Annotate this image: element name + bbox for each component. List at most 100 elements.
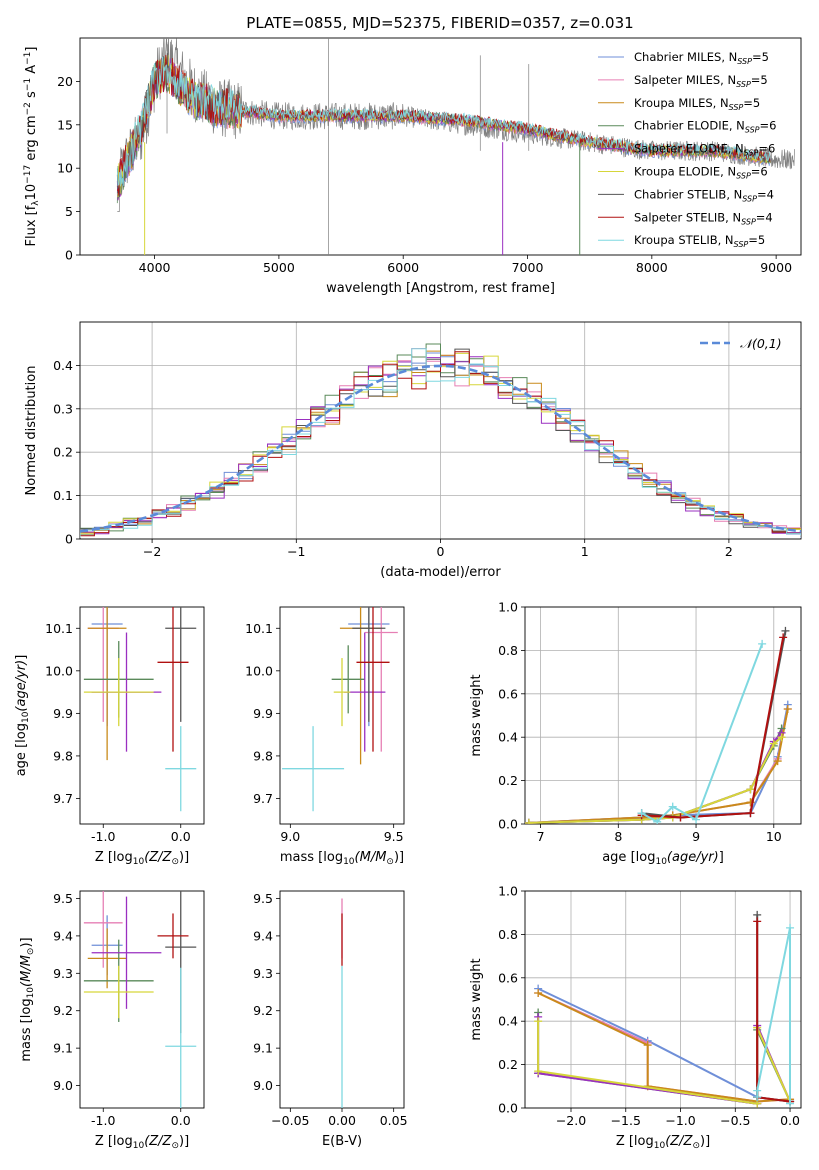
xlabel-part: mass [log xyxy=(280,850,343,865)
y-tick-label: 9.0 xyxy=(253,1078,273,1093)
x-tick-label: 4000 xyxy=(139,260,171,275)
legend-label-8: Kroupa STELIB, NSSP=5 xyxy=(634,233,765,249)
weight_vs_Z-marker xyxy=(786,923,795,932)
y-tick-label: 0 xyxy=(65,532,73,547)
y-tick-label: 9.3 xyxy=(253,966,273,981)
x-tick-label: −1 xyxy=(287,544,305,559)
x-tick-label: −0.05 xyxy=(271,1113,309,1128)
weight_vs_Z-axes: −2.0 −1.5 −1.0 −0.5 0.0 0.0 0.2 0.4 0.6 0.8 1.0 xyxy=(498,884,802,1128)
y-tick-label: 9.2 xyxy=(53,1003,73,1018)
weight_vs_age-marker xyxy=(653,817,662,824)
mass_vs_Z-points xyxy=(83,891,197,1108)
xlabel-part: )] xyxy=(394,850,404,865)
ylabel-part: 10 xyxy=(21,711,31,723)
ylabel-part: −17 xyxy=(23,165,33,184)
mass_vs_Z-axes: -1.0 0.0 9.0 9.1 9.2 9.3 9.4 9.5 xyxy=(53,890,205,1128)
y-tick-label: 9.3 xyxy=(53,966,73,981)
legend-sub: SSP xyxy=(736,172,751,181)
x-tick-label: 1 xyxy=(581,544,589,559)
weight_vs_Z-marker xyxy=(534,988,543,997)
age_vs_mass-points xyxy=(282,607,398,812)
x-tick-label: 0.00 xyxy=(328,1113,356,1128)
legend-label-1: Salpeter MILES, NSSP=5 xyxy=(634,73,768,89)
weight_vs_age-marker xyxy=(773,757,782,766)
weight_vs_age-marker xyxy=(783,704,792,713)
x-tick-label: 9000 xyxy=(760,260,792,275)
legend-sub: SSP xyxy=(742,194,757,203)
xlabel-part: )] xyxy=(179,1134,189,1149)
legend-text: Salpeter MILES, N xyxy=(634,73,736,87)
spectrum-ylabel: Flux [fλ10−17 erg cm−2 s−1 A−1] xyxy=(23,47,41,247)
weight_vs_age-marker xyxy=(637,809,646,818)
ylabel-part: s xyxy=(24,91,39,102)
y-tick-label: 0.2 xyxy=(53,445,73,460)
weight_vs_age-ylabel: mass weight xyxy=(469,674,484,756)
weight_vs_age-marker xyxy=(525,818,533,824)
age_vs_Z-xlabel: Z [log10(Z/Z⊙)] xyxy=(95,850,189,867)
y-tick-label: 9.4 xyxy=(253,928,273,943)
xlabel-part: 10 xyxy=(343,857,355,867)
legend-suffix: =6 xyxy=(751,165,768,179)
xlabel-part: 10 xyxy=(133,1141,145,1151)
y-tick-label: 20 xyxy=(57,74,73,89)
y-tick-label: 9.4 xyxy=(53,928,73,943)
y-tick-label: 0.0 xyxy=(498,1101,518,1116)
x-tick-label: 7000 xyxy=(512,260,544,275)
ylabel-part: 10 xyxy=(26,987,36,999)
weight_vs_age-axes: 7 8 9 10 0.0 0.2 0.4 0.6 0.8 1.0 xyxy=(498,600,802,844)
x-tick-label: 8000 xyxy=(636,260,668,275)
y-tick-label: 10.0 xyxy=(45,663,73,678)
xlabel-part: (Z/Z xyxy=(144,1134,172,1149)
ylabel-part: −2 xyxy=(23,102,33,115)
ylabel-part: ⊙ xyxy=(26,948,36,956)
weight_vs_Z-ylabel: mass weight xyxy=(469,958,484,1040)
ylabel-part: A xyxy=(24,65,39,78)
weight_vs_age-series-2 xyxy=(528,708,789,824)
weight_vs_age-marker xyxy=(777,733,786,742)
x-tick-label: 0.0 xyxy=(171,1113,191,1128)
y-tick-label: 0 xyxy=(65,248,73,263)
residuals-xlabel: (data-model)/error xyxy=(380,565,501,580)
y-tick-label: 10.1 xyxy=(245,621,273,636)
y-tick-label: 10 xyxy=(57,161,73,176)
ylabel-part: ] xyxy=(24,47,39,52)
x-tick-label: −0.5 xyxy=(720,1113,750,1128)
xlabel-part: ⊙ xyxy=(171,1141,179,1151)
spectrum-xlabel: wavelength [Angstrom, rest frame] xyxy=(326,281,555,296)
y-tick-label: 9.5 xyxy=(253,891,273,906)
legend-label-7: Salpeter STELIB, NSSP=4 xyxy=(634,210,773,226)
y-tick-label: 9.8 xyxy=(53,748,73,763)
weight_vs_Z-marker xyxy=(643,1041,652,1050)
xlabel-part: E(B-V) xyxy=(322,1134,362,1149)
legend-sub: SSP xyxy=(737,57,752,66)
hist-series-7 xyxy=(80,351,801,537)
age_vs_Z-points xyxy=(83,607,197,812)
legend-suffix: =6 xyxy=(760,119,777,133)
residuals-axes: −2 −1 0 1 2 0 0.1 0.2 0.3 0.4 xyxy=(53,321,802,559)
y-tick-label: 0.4 xyxy=(498,730,518,745)
weight_vs_Z-frame xyxy=(524,890,802,1109)
x-tick-label: 0.05 xyxy=(380,1113,408,1128)
xlabel-part: wavelength [Angstrom, rest frame] xyxy=(326,281,555,296)
xlabel-part: (M/M xyxy=(355,850,387,865)
legend-label-4: Salpeter ELODIE, NSSP=6 xyxy=(634,142,775,158)
ylabel-part: (M/M xyxy=(19,955,34,987)
legend-suffix: =5 xyxy=(752,50,769,64)
legend-sub: SSP xyxy=(734,240,749,249)
x-tick-label: 0.0 xyxy=(780,1113,800,1128)
weight_vs_Z-marker xyxy=(534,1067,543,1076)
spectrum-axes: 4000 5000 6000 7000 8000 9000 0 5 10 15 20 xyxy=(57,37,802,275)
y-tick-label: 0.2 xyxy=(498,773,518,788)
weight_vs_Z-marker xyxy=(753,917,762,926)
y-tick-label: 0.1 xyxy=(53,488,73,503)
x-tick-label: 2 xyxy=(725,544,733,559)
spectrum-model-8 xyxy=(116,56,771,187)
age_vs_Z-ylabel: age [log10(age/yr)] xyxy=(14,655,31,777)
x-tick-label: −1.5 xyxy=(611,1113,641,1128)
weight_vs_Z-marker xyxy=(753,1086,762,1095)
weight_vs_age-marker xyxy=(676,813,685,822)
y-tick-label: 9.0 xyxy=(53,1078,73,1093)
x-tick-label: 6000 xyxy=(387,260,419,275)
ylabel-part: (age/yr) xyxy=(14,660,29,712)
